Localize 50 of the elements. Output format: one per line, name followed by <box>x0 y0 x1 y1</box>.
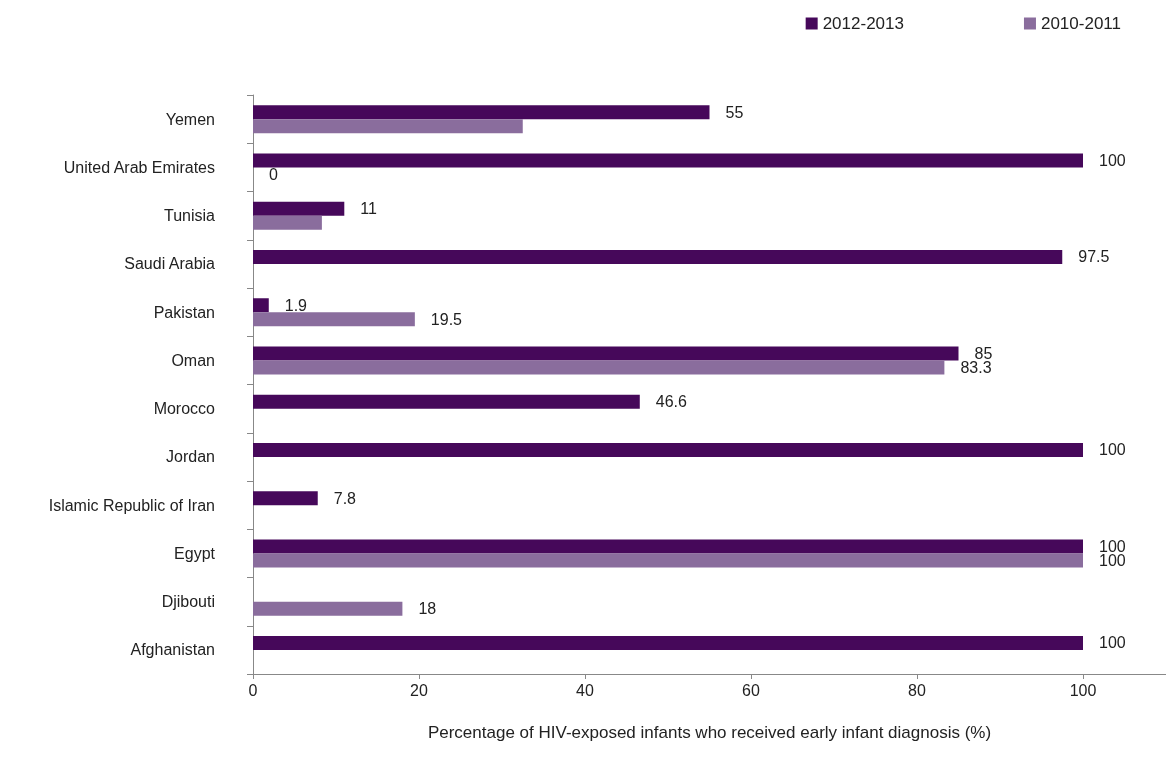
data-label: 19.5 <box>430 310 463 328</box>
x-tick-label: 40 <box>576 681 594 699</box>
bar <box>253 442 1083 457</box>
y-tick-label: Saudi Arabia <box>124 255 216 273</box>
bar <box>253 601 403 616</box>
legend-label: 2012-2013 <box>822 14 904 33</box>
bar <box>253 153 1083 168</box>
y-tick-label: Jordan <box>166 448 215 466</box>
x-tick-label: 100 <box>1069 681 1097 699</box>
data-label: 0 <box>269 165 278 183</box>
y-tick-label: Yemen <box>165 110 215 128</box>
data-label: 11 <box>360 200 378 218</box>
y-tick-label: United Arab Emirates <box>63 158 215 176</box>
bar <box>253 491 318 506</box>
bar <box>253 635 1083 650</box>
legend-label: 2010-2011 <box>1040 14 1122 33</box>
data-label: 97.5 <box>1078 248 1110 266</box>
x-tick-label: 20 <box>410 681 428 699</box>
y-tick-label: Egypt <box>174 544 216 562</box>
x-tick-label: 60 <box>742 681 760 699</box>
bar <box>253 105 710 120</box>
bar <box>253 394 640 409</box>
bar <box>253 539 1083 554</box>
data-label: 18 <box>418 600 437 618</box>
data-label: 46.6 <box>655 393 688 411</box>
bar <box>253 553 1083 568</box>
y-tick-label: Islamic Republic of Iran <box>48 496 215 514</box>
data-label: 100 <box>1099 634 1126 652</box>
x-tick-label: 0 <box>248 681 258 699</box>
y-tick-label: Oman <box>171 351 215 369</box>
data-label: 100 <box>1099 441 1126 459</box>
data-label: 55 <box>725 103 744 121</box>
y-tick-label: Tunisia <box>164 207 216 225</box>
bar <box>253 298 269 313</box>
y-tick-label: Morocco <box>153 400 216 418</box>
bar <box>253 249 1063 264</box>
x-axis-title: Percentage of HIV-exposed infants who received early infant diagnosis (%) <box>427 723 992 742</box>
y-tick-label: Pakistan <box>153 303 215 321</box>
bar <box>253 215 322 230</box>
bar <box>253 346 959 361</box>
y-tick-label: Afghanistan <box>130 641 215 659</box>
bar <box>253 201 345 216</box>
x-tick-label: 80 <box>908 681 926 699</box>
data-label: 100 <box>1099 151 1126 169</box>
y-tick-label: Djibouti <box>161 593 215 611</box>
data-label: 7.8 <box>333 489 357 507</box>
bar <box>253 360 945 375</box>
bar <box>253 119 523 134</box>
bar <box>253 312 415 327</box>
data-label: 1.9 <box>284 296 308 314</box>
